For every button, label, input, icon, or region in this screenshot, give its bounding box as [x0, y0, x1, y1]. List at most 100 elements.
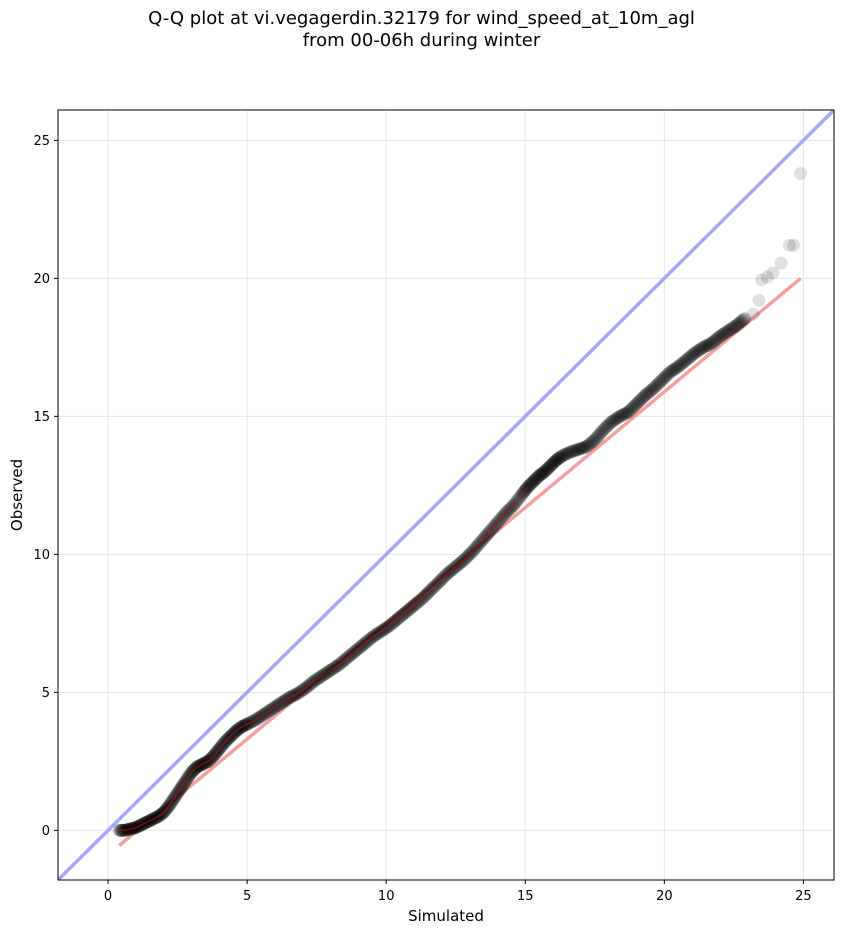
qq-point: [578, 440, 592, 454]
qq-point: [641, 386, 655, 400]
qq-point: [583, 437, 597, 451]
qq-point: [589, 431, 603, 445]
qq-point: [576, 441, 590, 455]
qq-point: [673, 358, 687, 372]
y-axis-label: Observed: [8, 459, 26, 531]
qq-point: [549, 453, 563, 467]
qq-point: [679, 353, 693, 367]
qq-point: [708, 333, 722, 347]
qq-point: [573, 442, 587, 456]
qq-point: [731, 317, 745, 331]
qq-point: [668, 362, 682, 376]
qq-point: [614, 409, 628, 423]
qq-point: [545, 458, 559, 472]
qq-point: [694, 342, 708, 356]
qq-point: [700, 338, 714, 352]
qq-point: [570, 443, 584, 457]
qq-point: [569, 443, 583, 457]
qq-point: [563, 445, 577, 459]
qq-point: [112, 823, 126, 837]
qq-point: [549, 454, 563, 468]
qq-point: [538, 464, 552, 478]
qq-point: [588, 432, 602, 446]
qq-point: [547, 455, 561, 469]
y-tick-label: 0: [42, 824, 50, 839]
chart-title: Q-Q plot at vi.vegagerdin.32179 for wind…: [0, 8, 843, 52]
qq-point: [612, 410, 626, 424]
qq-point: [544, 459, 558, 473]
chart-title-line-1: Q-Q plot at vi.vegagerdin.32179 for wind…: [148, 8, 695, 29]
qq-point: [560, 447, 574, 461]
qq-point: [529, 471, 543, 485]
qq-point: [716, 327, 730, 341]
qq-point: [672, 359, 686, 373]
qq-point: [552, 451, 566, 465]
qq-point: [558, 448, 572, 462]
qq-point: [673, 359, 687, 373]
qq-point: [699, 339, 713, 353]
qq-point: [652, 376, 666, 390]
qq-point: [582, 438, 596, 452]
qq-point: [643, 384, 657, 398]
qq-point: [686, 348, 700, 362]
qq-point: [760, 270, 774, 284]
qq-point: [571, 442, 585, 456]
qq-point: [682, 351, 696, 365]
qq-point: [728, 320, 742, 334]
qq-point: [706, 335, 720, 349]
qq-point: [624, 402, 638, 416]
qq-point: [714, 329, 728, 343]
qq-point: [600, 420, 614, 434]
x-tick-label: 20: [656, 889, 673, 904]
qq-point: [526, 475, 540, 489]
qq-point: [697, 340, 711, 354]
qq-point: [782, 238, 796, 252]
qq-point: [646, 382, 660, 396]
qq-point: [702, 338, 716, 352]
qq-point: [684, 349, 698, 363]
qq-point: [705, 336, 719, 350]
qq-point: [542, 460, 556, 474]
qq-point: [609, 412, 623, 426]
qq-point: [620, 406, 634, 420]
qq-point: [661, 367, 675, 381]
qq-point: [698, 340, 712, 354]
qq-point: [622, 405, 636, 419]
qq-point: [646, 382, 660, 396]
fit-line-overlap: [119, 486, 529, 832]
qq-point: [657, 371, 671, 385]
qq-point: [572, 442, 586, 456]
x-tick-label: 0: [104, 889, 112, 904]
qq-point: [715, 328, 729, 342]
qq-point: [550, 453, 564, 467]
qq-point: [559, 447, 573, 461]
qq-point: [794, 166, 808, 180]
qq-point: [626, 400, 640, 414]
qq-point: [632, 394, 646, 408]
qq-point: [551, 452, 565, 466]
qq-point: [534, 467, 548, 481]
qq-point: [613, 409, 627, 423]
qq-point: [534, 467, 548, 481]
qq-point: [721, 324, 735, 338]
qq-point: [546, 456, 560, 470]
plot-frame: [57, 109, 835, 881]
qq-point: [531, 470, 545, 484]
qq-point: [657, 371, 671, 385]
qq-point: [591, 430, 605, 444]
qq-point: [618, 407, 632, 421]
qq-point: [736, 313, 750, 327]
qq-point: [704, 337, 718, 351]
qq-point: [584, 436, 598, 450]
qq-point: [553, 450, 567, 464]
qq-point: [586, 435, 600, 449]
qq-point: [561, 446, 575, 460]
y-tick-label: 25: [33, 134, 50, 149]
qq-point: [602, 418, 616, 432]
qq-point: [603, 416, 617, 430]
qq-point: [725, 321, 739, 335]
qq-point: [723, 322, 737, 336]
qq-point: [703, 337, 717, 351]
qq-point: [725, 321, 739, 335]
